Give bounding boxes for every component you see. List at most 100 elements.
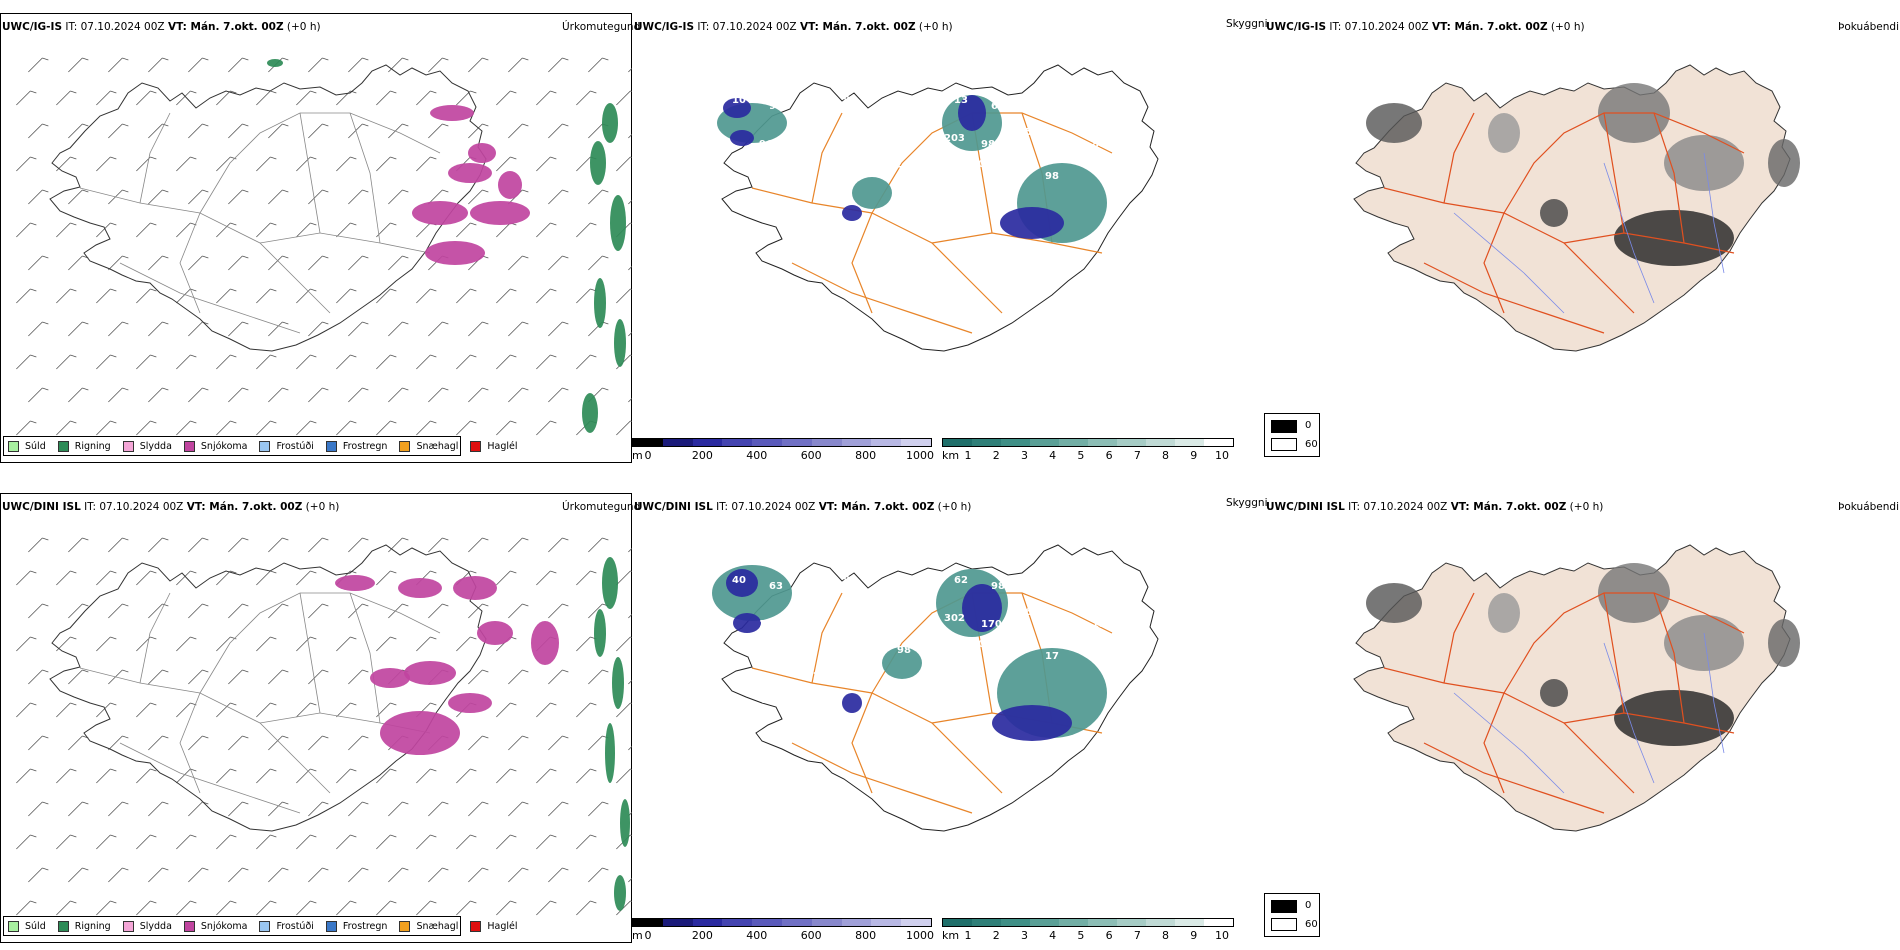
low-cloudbase-area [723,95,1064,239]
map-frame [0,493,632,943]
legend-swatch [259,920,271,932]
visibility-value-label: 306 [907,127,928,138]
colorbar-strip [942,918,1234,927]
fog-legend-bottom-label: 60 [1305,919,1318,930]
legend-item: Snæhagl [399,920,458,932]
fog-index-area [1366,83,1800,266]
lead-time: (+0 h) [286,21,321,33]
visibility-value-label: 203 [944,133,965,144]
visibility-map-top: 1093282108613631621496213415430620398759… [717,64,1159,352]
visibility-value-label: 88 [1092,139,1106,150]
colorbar-tick: 7 [1133,449,1141,462]
precip-header-bottom: UWC/DINI ISL IT: 07.10.2024 00Z VT: Mán.… [2,501,339,514]
fog-map-top [1353,64,1800,352]
visibility-value-label: 81 [917,587,931,598]
colorbar-tick: 9 [1190,929,1198,942]
visibility-value-label: 30 [907,607,921,618]
visibility-value-label: 126 [823,171,844,182]
visibility-value-label: 13 [954,95,968,106]
visibility-colorbar-top: km 1 2 3 4 5 6 7 8 9 10 [942,436,1234,462]
fog-panel-top [1264,13,1900,463]
legend-label: Snæhagl [416,440,459,452]
visibility-value-label: 90 [1055,133,1069,144]
legend-item: Súld [8,920,46,932]
visibility-value-label: 10 [971,159,985,170]
iceland-outline [721,64,1159,352]
legend-swatch [122,440,134,452]
colorbar-tick: 600 [800,929,822,942]
legend-swatch [399,920,411,932]
colorbar-tick: 9 [1190,449,1198,462]
visibility-value-label: 302 [944,613,965,624]
visibility-value-label: 85 [1055,613,1069,624]
lead-time: (+0 h) [1550,21,1585,33]
legend-item: Frostregn [325,440,387,452]
visibility-value-label: 2 [1065,95,1072,106]
colorbar-tick: 5 [1077,929,1085,942]
visibility-value-label: 154 [870,139,891,150]
legend-label: Slydda [139,440,172,452]
visibility-value-label: 17 [1045,651,1059,662]
colorbar-tick: 400 [746,449,768,462]
visibility-value-label: 96 [759,139,773,150]
precip-legend-top: Súld Rigning Slydda Snjókoma Frostúði Frostre… [3,436,518,456]
precip-map-top [0,13,632,463]
legend-swatch [57,440,69,452]
precip-map-bottom [0,493,632,943]
visibility-panel-bottom: 40 63 27 85 95 81 62 98 66 31 96 114 79 118 88 30 302 170… [632,493,1264,943]
legend-label: Frostúði [276,440,314,452]
colorbar-tick: 1000 [906,929,934,942]
visibility-value-label: 114 [759,619,780,630]
fog-title-bottom: Þokuábendi [1838,501,1899,513]
visibility-header-bottom: UWC/DINI ISL IT: 07.10.2024 00Z VT: Mán.… [634,501,971,514]
valid-time: VT: Mán. 7.okt. 00Z [1450,501,1567,513]
visibility-value-label: 82 [843,95,857,106]
init-time: IT: 07.10.2024 00Z [1329,21,1429,33]
legend-label: Rigning [74,920,111,932]
fog-legend-top: 0 60 [1264,413,1320,457]
colorbar-tick: 200 [691,929,713,942]
legend-label: Frostúði [276,920,314,932]
iceland-outline [721,544,1159,832]
legend-swatch [122,920,134,932]
legend-item: Rigning [57,920,111,932]
init-time: IT: 07.10.2024 00Z [84,501,184,513]
visibility-header-top: UWC/IG-IS IT: 07.10.2024 00Z VT: Mán. 7.… [634,21,953,34]
precip-panel-bottom [0,493,632,943]
colorbar-tick: 600 [800,449,822,462]
visibility-value-label: 27 [806,587,820,598]
legend-label: Frostregn [342,920,388,932]
precip-panel-top [0,13,632,463]
colorbar-unit: m [632,929,643,942]
visibility-panel-top: 10 9 32 82 10 86 13 63 16 2 14 96 21 34 154 306 203 98 75 9… [632,13,1264,463]
colorbar-tick: 6 [1105,929,1113,942]
fog-legend-bottom-label: 60 [1305,439,1318,450]
iceland-outline [1353,544,1791,832]
legend-swatch [183,440,195,452]
visibility-value-label: 79 [796,607,810,618]
wind-barbs [16,537,632,916]
visibility-value-labels: 1093282108613631621496213415430620398759… [732,95,1116,182]
legend-swatch [57,920,69,932]
fog-title-top: Þokuábendi [1838,21,1899,33]
colorbar-tick: 8 [1162,929,1170,942]
visibility-value-label: 16 [1028,107,1042,118]
legend-label: Snjókoma [200,440,248,452]
visibility-value-label: 90 [776,683,790,694]
visibility-value-label: 21 [796,127,810,138]
valid-time: VT: Mán. 7.okt. 00Z [818,501,935,513]
legend-label: Haglél [487,440,518,452]
visibility-value-label: 95 [880,581,894,592]
colorbar-tick: 1 [964,449,972,462]
colorbar-tick: 2 [992,929,1000,942]
fog-header-top: UWC/IG-IS IT: 07.10.2024 00Z VT: Mán. 7.… [1266,21,1585,34]
visibility-title-bottom: Skyggni [1226,497,1268,509]
legend-item: Súld [8,440,46,452]
precip-title-top: Úrkomutegund [562,21,641,33]
cloudbase-colorbar-bottom: m 0 200 400 600 800 1000 [632,916,934,942]
fog-swatch-black [1271,900,1297,913]
valid-time: VT: Mán. 7.okt. 00Z [1431,21,1548,33]
visibility-value-label: 98 [897,645,911,656]
fog-map-bottom [1353,544,1800,832]
lead-time: (+0 h) [937,501,972,513]
